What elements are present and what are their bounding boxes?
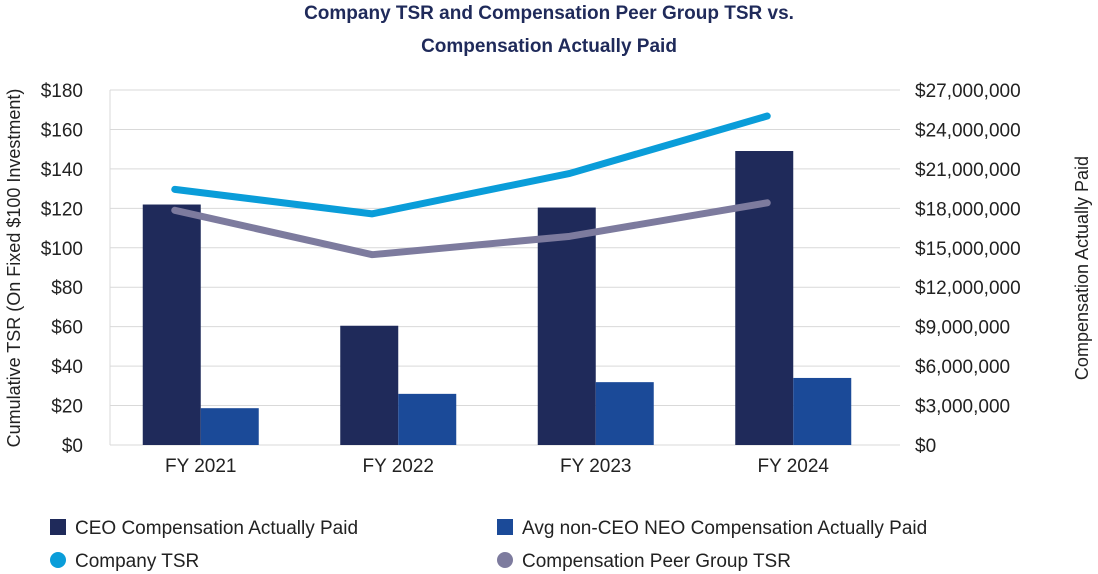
y-tick-label: $180 [41, 81, 83, 102]
ceo-cap-bar [142, 204, 201, 445]
y2-tick-label: $18,000,000 [915, 199, 1021, 220]
peer-tsr-line [171, 199, 771, 259]
legend-label: Compensation Peer Group TSR [522, 551, 791, 572]
legend-label: Avg non-CEO NEO Compensation Actually Pa… [522, 518, 927, 539]
y-tick-label: $0 [62, 436, 83, 457]
legend-label: Company TSR [75, 551, 199, 572]
y2-tick-label: $0 [915, 436, 936, 457]
y2-tick-label: $27,000,000 [915, 81, 1021, 102]
neo-cap-bar [793, 377, 852, 445]
neo-cap-bar [595, 382, 654, 445]
chart-title-line-1: Company TSR and Compensation Peer Group … [304, 3, 794, 24]
y2-tick-label: $3,000,000 [915, 397, 1010, 418]
neo-cap-bar [200, 408, 259, 445]
y2-axis-label: Compensation Actually Paid [1072, 156, 1092, 380]
company-tsr-line [171, 112, 771, 218]
x-tick-label: FY 2024 [758, 456, 830, 477]
y-axis-label: Cumulative TSR (On Fixed $100 Investment… [4, 89, 24, 448]
y-tick-label: $60 [51, 318, 83, 339]
legend-label: CEO Compensation Actually Paid [75, 518, 358, 539]
legend-swatch-1 [497, 519, 513, 535]
y-tick-label: $20 [51, 397, 83, 418]
x-tick-label: FY 2021 [165, 456, 236, 477]
y2-tick-label: $6,000,000 [915, 357, 1010, 378]
x-tick-label: FY 2023 [560, 456, 631, 477]
ceo-cap-bar [537, 207, 596, 445]
y-tick-label: $40 [51, 357, 83, 378]
x-tick-label: FY 2022 [363, 456, 434, 477]
legend-swatch-3 [497, 552, 513, 568]
y-tick-label: $80 [51, 278, 83, 299]
ceo-cap-bar [735, 151, 794, 446]
y2-tick-label: $24,000,000 [915, 120, 1021, 141]
y-tick-label: $140 [41, 160, 83, 181]
ceo-cap-bar [340, 325, 399, 445]
y2-tick-label: $21,000,000 [915, 160, 1021, 181]
neo-cap-bar [398, 393, 457, 445]
y2-tick-label: $9,000,000 [915, 318, 1010, 339]
y-tick-label: $160 [41, 120, 83, 141]
legend-swatch-0 [50, 519, 66, 535]
y-tick-label: $120 [41, 199, 83, 220]
y2-tick-label: $15,000,000 [915, 239, 1021, 260]
legend-swatch-2 [50, 552, 66, 568]
chart-title-line-2: Compensation Actually Paid [421, 36, 677, 57]
y2-tick-label: $12,000,000 [915, 278, 1021, 299]
y-tick-label: $100 [41, 239, 83, 260]
